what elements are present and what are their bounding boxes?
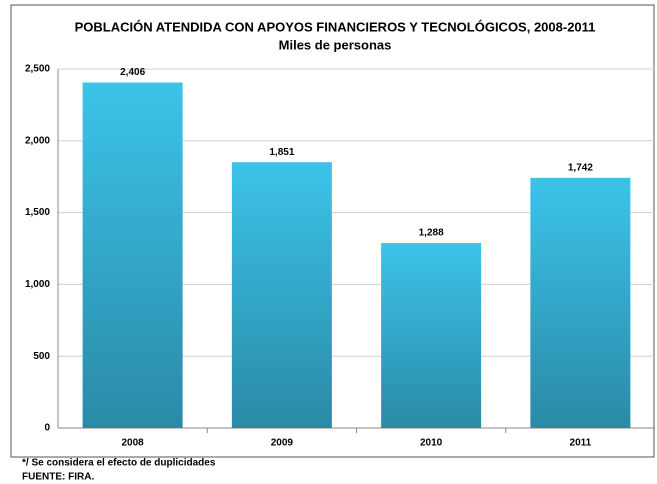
bar	[231, 162, 332, 428]
note: FUENTE: FIRA.	[22, 472, 94, 483]
chart-frame	[10, 4, 655, 458]
y-tick-label: 2,000	[25, 135, 50, 146]
chart-title: POBLACIÓN ATENDIDA CON APOYOS FINANCIERO…	[75, 19, 596, 34]
chart-subtitle: Miles de personas	[279, 37, 392, 52]
note: */ Se considera el efecto de duplicidade…	[22, 458, 216, 469]
y-tick-label: 1,000	[25, 279, 50, 290]
data-label: 1,288	[419, 228, 444, 239]
x-tick-label: 2009	[271, 438, 294, 449]
data-label: 2,406	[120, 67, 145, 78]
y-tick-label: 0	[44, 423, 50, 434]
y-tick-label: 1,500	[25, 207, 50, 218]
x-tick-label: 2008	[122, 438, 145, 449]
bar	[381, 243, 482, 428]
y-tick-label: 500	[33, 351, 50, 362]
x-tick-label: 2010	[420, 438, 443, 449]
y-tick-label: 2,500	[25, 64, 50, 75]
data-label: 1,851	[269, 147, 294, 158]
data-label: 1,742	[568, 162, 593, 173]
x-tick-label: 2011	[570, 438, 592, 449]
bar	[530, 177, 631, 428]
bar	[82, 82, 183, 428]
